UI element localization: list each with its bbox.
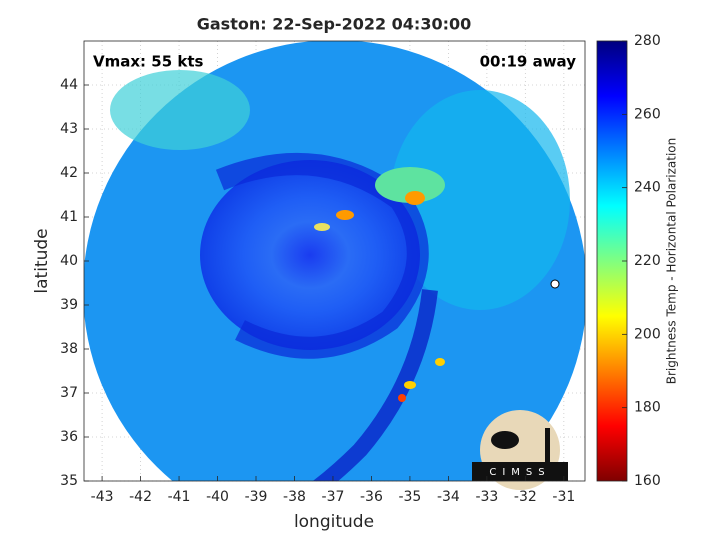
- chart-title: Gaston: 22-Sep-2022 04:30:00: [197, 15, 472, 34]
- colorbar-tick-label: 240: [634, 180, 661, 196]
- x-tick-label: -38: [283, 489, 306, 505]
- x-tick-label: -40: [206, 489, 229, 505]
- colorbar-tick-label: 220: [634, 253, 661, 269]
- colorbar-tick-label: 180: [634, 400, 661, 416]
- annotation: Vmax: 55 kts: [93, 53, 203, 71]
- y-tick-label: 42: [60, 165, 78, 181]
- x-tick-label: -43: [91, 489, 114, 505]
- y-tick-label: 36: [60, 429, 78, 445]
- x-tick-label: -31: [552, 489, 575, 505]
- convection: [398, 394, 406, 402]
- convection: [404, 381, 416, 389]
- y-tick-label: 37: [60, 385, 78, 401]
- island: [550, 279, 560, 289]
- logo-band: [472, 462, 568, 481]
- logo-tower: [545, 428, 550, 462]
- x-tick-label: -39: [245, 489, 268, 505]
- y-axis-label: latitude: [32, 228, 52, 293]
- logo: CIMSS: [472, 410, 568, 490]
- x-tick-label: -37: [322, 489, 345, 505]
- logo-text: CIMSS: [489, 467, 550, 478]
- y-tick-label: 39: [60, 297, 78, 313]
- y-tick-label: 41: [60, 209, 78, 225]
- x-tick-label: -35: [398, 489, 421, 505]
- x-tick-label: -33: [475, 489, 498, 505]
- y-tick-label: 35: [60, 473, 78, 489]
- cloud: [390, 90, 570, 310]
- cloud: [110, 70, 250, 150]
- satellite-image: [84, 41, 585, 481]
- convection: [336, 210, 354, 220]
- x-tick-label: -34: [437, 489, 460, 505]
- convection: [435, 358, 445, 366]
- colorbar-label: Brightness Temp - Horizontal Polarizatio…: [665, 138, 679, 385]
- rain-band: [215, 153, 429, 359]
- annotation: 00:19 away: [480, 53, 577, 71]
- x-tick-label: -41: [168, 489, 191, 505]
- colorbar-tick-label: 160: [634, 473, 661, 489]
- colorbar-tick-label: 200: [634, 326, 661, 342]
- cyclone: [200, 160, 420, 350]
- y-tick-label: 44: [60, 77, 78, 93]
- convection: [375, 167, 445, 203]
- colorbar-tick-label: 260: [634, 106, 661, 122]
- y-tick-label: 43: [60, 121, 78, 137]
- convection: [405, 191, 425, 205]
- x-tick-label: -32: [514, 489, 537, 505]
- y-tick-label: 38: [60, 341, 78, 357]
- x-tick-label: -42: [129, 489, 152, 505]
- logo-dish: [491, 431, 519, 449]
- front: [312, 289, 438, 481]
- convection: [314, 223, 330, 231]
- y-tick-label: 40: [60, 253, 78, 269]
- x-tick-label: -36: [360, 489, 383, 505]
- x-axis-label: longitude: [294, 512, 374, 532]
- colorbar-tick-label: 280: [634, 33, 661, 49]
